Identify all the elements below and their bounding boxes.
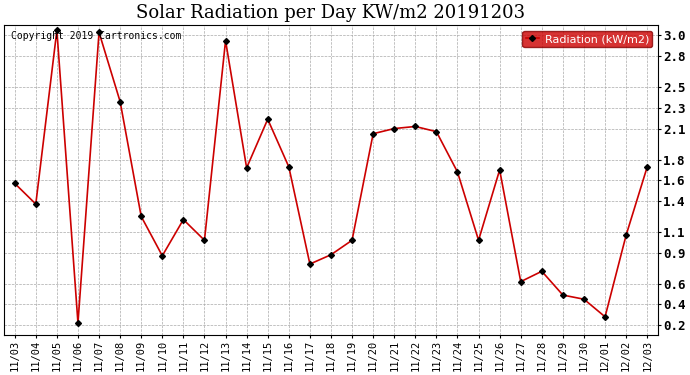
Text: Copyright 2019 Cartronics.com: Copyright 2019 Cartronics.com (11, 32, 181, 41)
Title: Solar Radiation per Day KW/m2 20191203: Solar Radiation per Day KW/m2 20191203 (137, 4, 526, 22)
Legend: Radiation (kW/m2): Radiation (kW/m2) (522, 31, 652, 47)
